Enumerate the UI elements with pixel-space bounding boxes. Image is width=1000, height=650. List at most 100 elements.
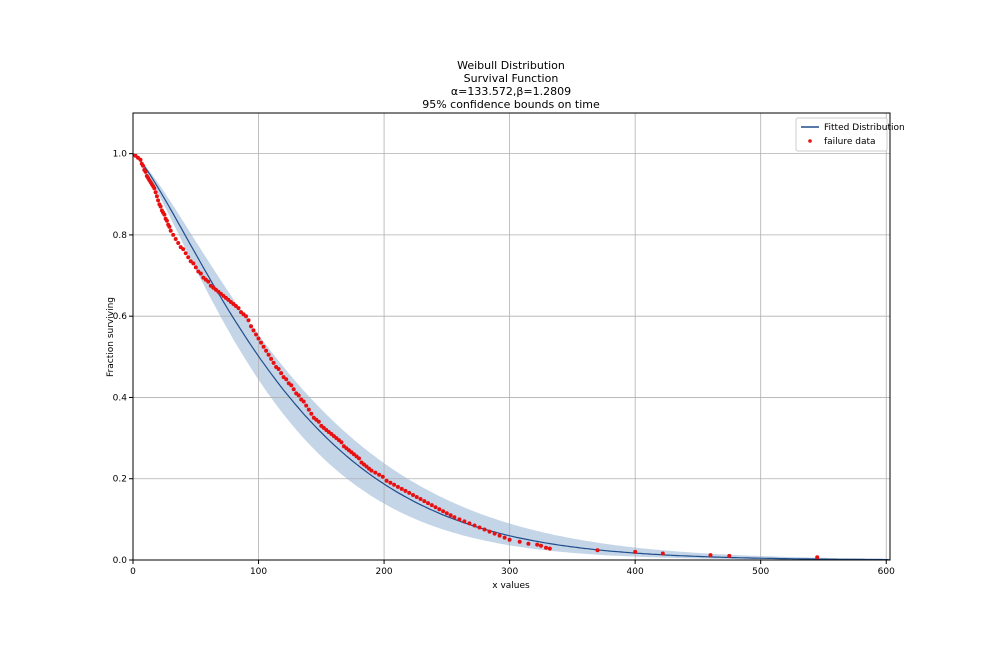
failure-data-point bbox=[162, 212, 167, 217]
failure-data-point bbox=[507, 537, 512, 542]
failure-data-point bbox=[289, 383, 294, 388]
failure-data-point bbox=[535, 542, 540, 547]
legend: Fitted Distribution failure data bbox=[795, 117, 905, 152]
failure-data-point bbox=[158, 204, 163, 209]
failure-data-point bbox=[198, 271, 203, 276]
y-tick-label-2: 0.4 bbox=[113, 393, 128, 403]
failure-data-point bbox=[254, 332, 258, 337]
failure-data-point bbox=[502, 535, 507, 540]
failure-data-point bbox=[452, 515, 457, 520]
failure-data-point bbox=[377, 472, 382, 477]
x-tick-label-4: 400 bbox=[627, 567, 644, 577]
chart-title-line-1: Weibull Distribution bbox=[457, 59, 565, 72]
failure-data-points bbox=[133, 153, 820, 560]
failure-data-point bbox=[276, 367, 281, 371]
failure-data-point bbox=[414, 495, 419, 499]
failure-data-point bbox=[152, 186, 157, 191]
failure-data-point bbox=[164, 218, 169, 223]
confidence-band bbox=[133, 153, 890, 560]
chart-title-line-2: Survival Function bbox=[464, 72, 559, 85]
fitted-distribution-curve bbox=[132, 153, 889, 561]
failure-data-point bbox=[143, 169, 148, 174]
failure-data-point bbox=[306, 407, 311, 412]
failure-data-point bbox=[399, 486, 404, 491]
y-axis-ticks: 0.0 0.2 0.4 0.6 0.8 1.0 bbox=[113, 150, 133, 566]
fitted-distribution-line bbox=[132, 153, 889, 561]
failure-data-point bbox=[206, 279, 211, 284]
failure-data-point bbox=[284, 377, 289, 382]
failure-data-point bbox=[316, 419, 321, 424]
failure-data-point bbox=[380, 474, 385, 479]
y-tick-label-3: 0.6 bbox=[113, 312, 128, 322]
failure-data-point bbox=[708, 553, 713, 558]
failure-data-point bbox=[437, 507, 442, 512]
chart-title-line-3: α=133.572,β=1.2809 bbox=[451, 85, 571, 98]
failure-data-point bbox=[411, 493, 415, 497]
failure-data-point bbox=[249, 324, 253, 329]
failure-data-point bbox=[418, 497, 423, 501]
failure-data-point bbox=[138, 157, 143, 162]
legend-failure-point-swatch bbox=[808, 139, 812, 143]
failure-data-point bbox=[633, 549, 638, 554]
legend-failure-label: failure data bbox=[824, 137, 876, 147]
failure-data-point bbox=[547, 546, 552, 551]
y-tick-label-5: 1.0 bbox=[113, 150, 128, 160]
x-axis-label: x values bbox=[492, 581, 530, 591]
failure-data-point bbox=[156, 198, 161, 203]
failure-data-point bbox=[261, 344, 266, 349]
failure-data-point bbox=[487, 529, 492, 534]
failure-data-point bbox=[407, 490, 412, 495]
failure-data-point bbox=[444, 511, 449, 516]
failure-data-point bbox=[304, 403, 309, 408]
failure-data-point bbox=[815, 555, 820, 560]
failure-data-point bbox=[271, 360, 276, 365]
failure-data-point bbox=[176, 241, 181, 245]
failure-data-point bbox=[482, 527, 487, 532]
legend-fitted-label: Fitted Distribution bbox=[824, 123, 905, 133]
failure-data-point bbox=[154, 194, 159, 199]
failure-data-point bbox=[727, 553, 732, 558]
failure-data-point bbox=[472, 523, 477, 528]
grid bbox=[133, 113, 890, 560]
failure-data-point bbox=[467, 521, 472, 526]
failure-data-point bbox=[266, 352, 271, 357]
failure-data-point bbox=[339, 440, 344, 445]
failure-data-point bbox=[544, 545, 548, 550]
failure-data-point bbox=[309, 411, 314, 416]
failure-data-point bbox=[251, 328, 256, 333]
failure-data-point bbox=[193, 265, 198, 270]
failure-data-point bbox=[433, 505, 438, 510]
failure-data-point bbox=[441, 509, 446, 514]
failure-data-point bbox=[259, 340, 263, 345]
y-tick-label-1: 0.2 bbox=[113, 475, 127, 485]
chart-title: Weibull Distribution Survival Function α… bbox=[422, 59, 600, 111]
failure-data-point bbox=[141, 163, 145, 168]
failure-data-point bbox=[422, 499, 427, 504]
x-axis-ticks: 0 100 200 300 400 500 600 bbox=[130, 560, 895, 577]
failure-data-point bbox=[660, 551, 665, 556]
failure-data-point bbox=[539, 543, 543, 548]
failure-data-point bbox=[264, 348, 269, 353]
confidence-band-area bbox=[133, 153, 890, 560]
failure-data-point bbox=[357, 456, 361, 461]
failure-data-point bbox=[595, 548, 600, 553]
failure-data-point bbox=[186, 255, 191, 260]
x-tick-label-3: 300 bbox=[501, 567, 518, 577]
failure-data-point bbox=[477, 525, 482, 530]
failure-data-point bbox=[236, 306, 241, 311]
y-axis-label: Fraction surviving bbox=[106, 297, 116, 377]
y-tick-label-4: 0.8 bbox=[113, 231, 128, 241]
failure-data-point bbox=[517, 539, 522, 544]
failure-data-point bbox=[497, 533, 502, 538]
failure-data-point bbox=[181, 247, 186, 252]
failure-data-point bbox=[395, 484, 400, 489]
failure-data-point bbox=[171, 232, 176, 237]
x-tick-label-1: 100 bbox=[250, 567, 267, 577]
failure-data-point bbox=[429, 503, 434, 508]
failure-data-point bbox=[279, 371, 284, 376]
failure-data-point bbox=[426, 501, 430, 506]
failure-data-point bbox=[183, 251, 188, 256]
failure-data-point bbox=[167, 224, 172, 229]
failure-data-point bbox=[244, 314, 248, 319]
